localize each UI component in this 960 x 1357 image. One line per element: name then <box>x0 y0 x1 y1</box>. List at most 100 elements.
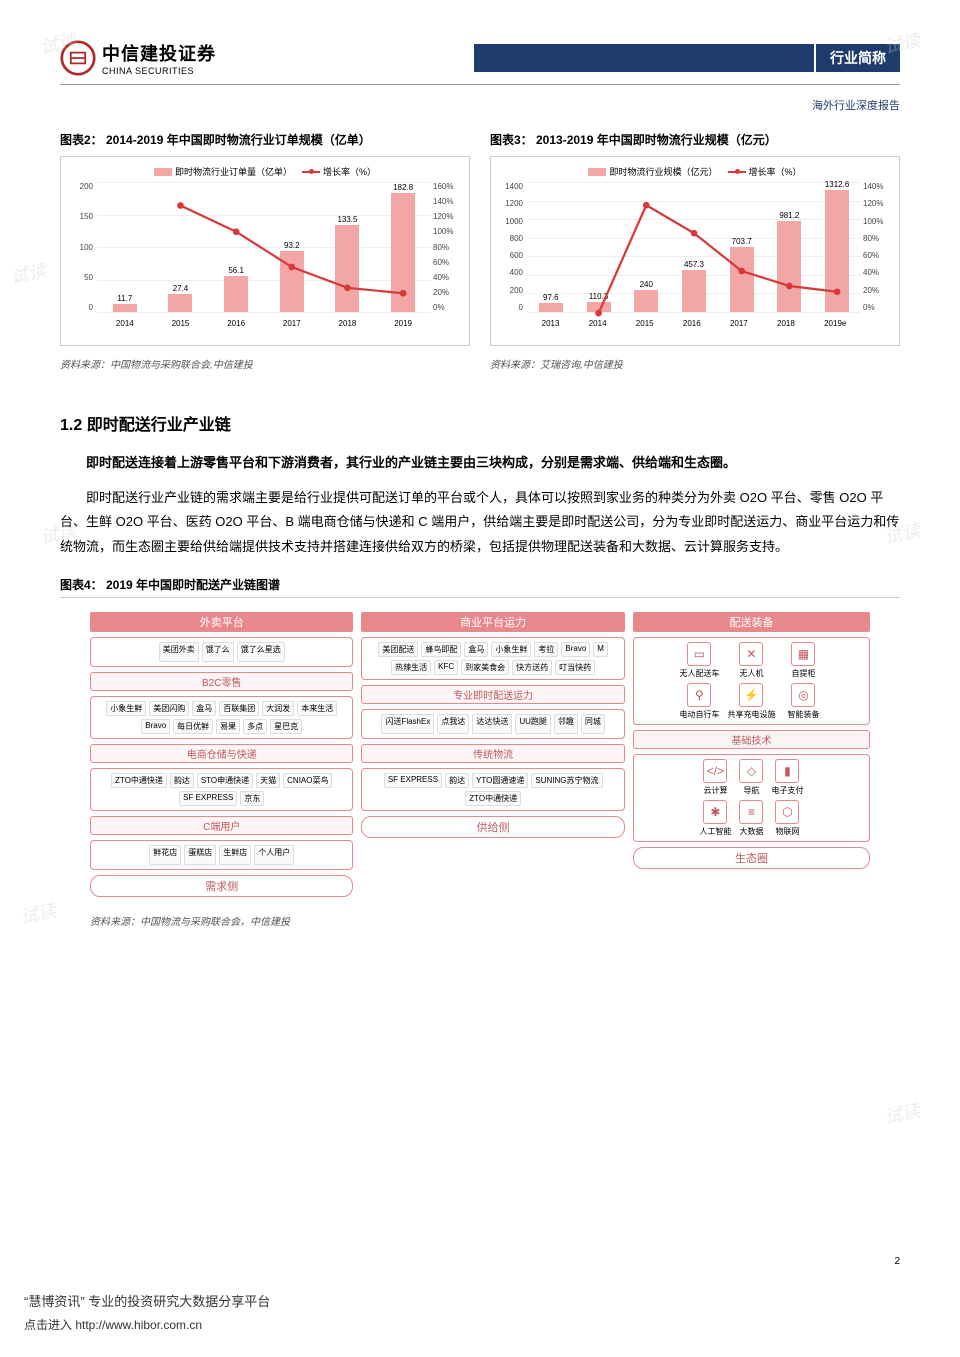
eco-item: </>云计算 <box>699 759 731 796</box>
header: 中信建投证券 CHINA SECURITIES 行业简称 <box>60 40 900 76</box>
logo-en-text: CHINA SECURITIES <box>102 66 216 76</box>
supply-footer: 供给侧 <box>361 816 624 838</box>
chain-demand-col: 外卖平台 美团外卖饿了么饿了么星选 B2C零售 小象生鲜美团闪购盒马百联集团大润… <box>90 612 353 897</box>
brand-chip: M <box>593 642 608 657</box>
eco-item: ▮电子支付 <box>771 759 803 796</box>
brand-chip: 蜂鸟即配 <box>421 642 461 657</box>
brand-chip: 到家美食会 <box>461 660 509 675</box>
brand-chip: 美团配送 <box>378 642 418 657</box>
chain-hdr-cangchu: 电商仓储与快递 <box>90 744 353 763</box>
eco-item: ✱人工智能 <box>699 800 731 837</box>
eco-item: ✕无人机 <box>727 642 775 679</box>
watermark: 试读 <box>882 1097 923 1130</box>
brand-chip: 小象生鲜 <box>491 642 531 657</box>
logo: 中信建投证券 CHINA SECURITIES <box>60 40 216 76</box>
chain-hdr-bizplat: 商业平台运力 <box>361 612 624 632</box>
fig4-title: 图表4： 2019 年中国即时配送产业链图谱 <box>60 576 900 598</box>
eco-item: ≡大数据 <box>735 800 767 837</box>
brand-chip: 天猫 <box>256 773 280 788</box>
chart3-title: 图表3： 2013-2019 年中国即时物流行业规模（亿元） <box>490 131 900 148</box>
brand-chip: 美团外卖 <box>159 642 199 662</box>
brand-chip: 大润发 <box>262 701 294 716</box>
header-bar <box>474 44 814 72</box>
chart2-legend-bar: 即时物流行业订单量（亿单） <box>154 165 292 178</box>
chart2-source: 资料来源：中国物流与采购联合会,中信建投 <box>60 356 470 371</box>
brand-chip: 蛋糕店 <box>184 845 216 865</box>
header-tag: 行业简称 <box>814 44 900 72</box>
chain-hdr-b2c: B2C零售 <box>90 672 353 691</box>
chart3-y-left: 1400120010008006004002000 <box>499 182 523 312</box>
chart-2: 图表2： 2014-2019 年中国即时物流行业订单规模（亿单） 即时物流行业订… <box>60 131 470 371</box>
brand-chip: 小象生鲜 <box>106 701 146 716</box>
brand-chip: 个人用户 <box>254 845 294 865</box>
header-subtitle: 海外行业深度报告 <box>60 84 900 113</box>
brand-chip: 本来生活 <box>297 701 337 716</box>
brand-chip: 生鲜店 <box>219 845 251 865</box>
brand-chip: 多点 <box>243 719 267 734</box>
brand-chip: SUNING苏宁物流 <box>531 773 602 788</box>
brand-chip: 盒马 <box>192 701 216 716</box>
watermark: 试读 <box>18 897 59 930</box>
chain-diagram: 外卖平台 美团外卖饿了么饿了么星选 B2C零售 小象生鲜美团闪购盒马百联集团大润… <box>60 606 900 903</box>
brand-chip: 叮当快药 <box>555 660 595 675</box>
chart3-legend-bar: 即时物流行业规模（亿元） <box>588 165 717 178</box>
brand-chip: 邻趣 <box>554 714 578 734</box>
logo-icon <box>60 40 96 76</box>
brand-chip: 快方送药 <box>512 660 552 675</box>
brand-chip: 每日优鲜 <box>173 719 213 734</box>
brand-chip: YTO圆通速递 <box>472 773 528 788</box>
brand-chip: SF EXPRESS <box>384 773 442 788</box>
eco-item: ▦自提柜 <box>779 642 827 679</box>
eco-footer: 生态圈 <box>633 847 870 869</box>
brand-chip: 韵达 <box>445 773 469 788</box>
footer: “慧博资讯” 专业的投资研究大数据分享平台 点击进入 http://www.hi… <box>24 1291 270 1333</box>
brand-chip: CNIAO菜鸟 <box>283 773 332 788</box>
chain-hdr-tech: 基础技术 <box>633 730 870 749</box>
chart3-bars: 97.6110.3240457.3703.7981.21312.6 <box>527 182 861 312</box>
brand-chip: 达达快送 <box>472 714 512 734</box>
logo-cn-text: 中信建投证券 <box>102 40 216 66</box>
brand-chip: 热辣生活 <box>391 660 431 675</box>
footer-link[interactable]: 点击进入 http://www.hibor.com.cn <box>24 1316 270 1333</box>
brand-chip: 饿了么 <box>202 642 234 662</box>
brand-chip: 鲜花店 <box>149 845 181 865</box>
brand-chip: 盒马 <box>464 642 488 657</box>
eco-item: ⚲电动自行车 <box>675 683 723 720</box>
chart-3: 图表3： 2013-2019 年中国即时物流行业规模（亿元） 即时物流行业规模（… <box>490 131 900 371</box>
chain-hdr-pro: 专业即时配送运力 <box>361 685 624 704</box>
chain-supply-col: 商业平台运力 美团配送蜂鸟即配盒马小象生鲜考拉BravoM热辣生活KFC到家美食… <box>361 612 624 897</box>
demand-footer: 需求侧 <box>90 875 353 897</box>
chart2-legend-line: 增长率（%） <box>302 165 376 178</box>
para-2: 即时配送行业产业链的需求端主要是给行业提供可配送订单的平台或个人，具体可以按照到… <box>60 486 900 560</box>
eco-item: ◎智能装备 <box>779 683 827 720</box>
brand-chip: 闪送FlashEx <box>381 714 434 734</box>
chain-hdr-trad: 传统物流 <box>361 744 624 763</box>
brand-chip: 韵达 <box>170 773 194 788</box>
brand-chip: 同城 <box>581 714 605 734</box>
brand-chip: UU跑腿 <box>515 714 551 734</box>
section-title: 1.2 即时配送行业产业链 <box>60 411 900 435</box>
chain-hdr-cuser: C端用户 <box>90 816 353 835</box>
brand-chip: 点我达 <box>437 714 469 734</box>
chart2-title: 图表2： 2014-2019 年中国即时物流行业订单规模（亿单） <box>60 131 470 148</box>
fig4-source: 资料来源：中国物流与采购联合会，中信建投 <box>60 913 900 928</box>
chart3-source: 资料来源：艾瑞咨询,中信建投 <box>490 356 900 371</box>
chart2-y-left: 200150100500 <box>69 182 93 312</box>
chart2-bars: 11.727.456.193.2133.5182.8 <box>97 182 431 312</box>
brand-chip: 美团闪购 <box>149 701 189 716</box>
chart2-xaxis: 201420152016201720182019 <box>97 319 431 328</box>
chain-hdr-equip: 配送装备 <box>633 612 870 632</box>
footer-line1: “慧博资讯” 专业的投资研究大数据分享平台 <box>24 1291 270 1310</box>
eco-item: ⚡共享充电设施 <box>727 683 775 720</box>
chart3-y-right: 140%120%100%80%60%40%20%0% <box>863 182 891 312</box>
brand-chip: SF EXPRESS <box>179 791 237 806</box>
brand-chip: STO申通快递 <box>197 773 253 788</box>
brand-chip: Bravo <box>561 642 590 657</box>
brand-chip: 易果 <box>216 719 240 734</box>
eco-item: ▭无人配送车 <box>675 642 723 679</box>
brand-chip: KFC <box>434 660 458 675</box>
para-1: 即时配送连接着上游零售平台和下游消费者，其行业的产业链主要由三块构成，分别是需求… <box>60 451 900 476</box>
brand-chip: 百联集团 <box>219 701 259 716</box>
chain-hdr-waimai: 外卖平台 <box>90 612 353 632</box>
chart2-y-right: 160%140%120%100%80%60%40%20%0% <box>433 182 461 312</box>
